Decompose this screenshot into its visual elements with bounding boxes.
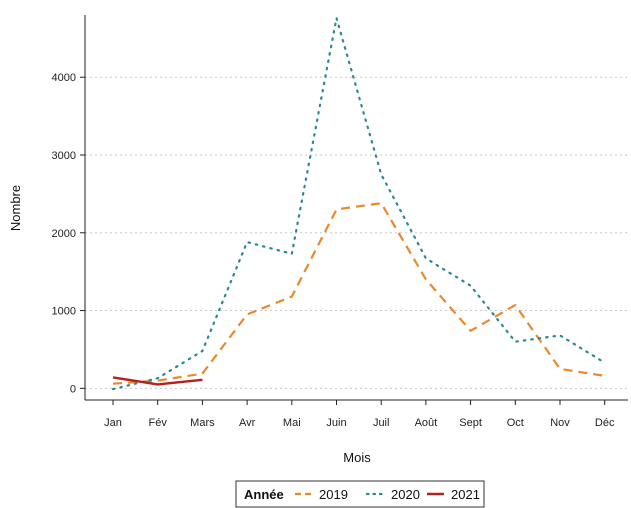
legend-title: Année <box>244 487 284 502</box>
legend-label-2021: 2021 <box>451 487 480 502</box>
y-tick-label: 0 <box>70 383 76 395</box>
x-ticks: Jan Fév Mars Avr Mai Juin Juil Août Sept Oct Nov Dé… <box>104 400 615 429</box>
series-line-2021 <box>112 376 203 386</box>
axes <box>84 15 628 401</box>
series-lines <box>111 17 606 391</box>
x-tick-label: Juil <box>373 417 390 429</box>
x-tick-label: Août <box>415 417 438 429</box>
gridlines <box>85 76 628 389</box>
y-axis-title: Nombre <box>8 185 23 231</box>
x-axis-title: Mois <box>343 450 371 465</box>
x-tick-label: Avr <box>239 417 256 429</box>
x-tick-label: Mai <box>283 417 301 429</box>
legend-label-2020: 2020 <box>391 487 420 502</box>
series-line-2020 <box>111 17 606 391</box>
legend-items: 2019 2020 2021 <box>295 487 480 502</box>
x-tick-label: Nov <box>550 417 570 429</box>
series-line-2019 <box>112 202 605 385</box>
y-ticks: 0 1000 2000 3000 4000 <box>52 72 85 395</box>
y-tick-label: 1000 <box>52 306 76 318</box>
x-tick-label: Jan <box>104 417 122 429</box>
x-tick-label: Juin <box>326 417 346 429</box>
x-tick-label: Sept <box>459 417 482 429</box>
x-tick-label: Mars <box>190 417 215 429</box>
legend: Année 2019 2020 2021 <box>235 480 485 508</box>
x-tick-label: Oct <box>507 417 524 429</box>
x-tick-label: Fév <box>149 417 168 429</box>
y-tick-label: 4000 <box>52 72 76 84</box>
legend-label-2019: 2019 <box>319 487 348 502</box>
y-tick-label: 2000 <box>52 228 76 240</box>
y-tick-label: 3000 <box>52 150 76 162</box>
x-tick-label: Déc <box>595 417 615 429</box>
